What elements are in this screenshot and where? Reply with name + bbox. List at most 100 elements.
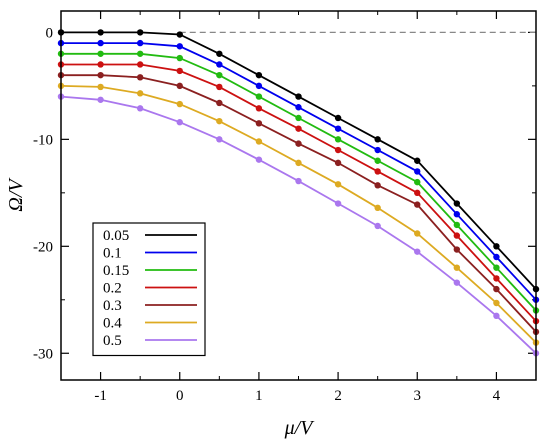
data-point — [453, 279, 461, 286]
data-point — [136, 61, 144, 68]
data-point — [255, 156, 263, 163]
data-point — [493, 253, 500, 261]
plot-frame — [60, 10, 537, 381]
data-point — [414, 201, 421, 208]
data-point — [493, 312, 500, 320]
series-0.15 — [57, 50, 540, 314]
x-tick-label: 1 — [255, 388, 263, 404]
x-tick-label: 0 — [176, 388, 184, 404]
data-point — [374, 146, 381, 154]
x-tick-label: -1 — [94, 388, 107, 404]
data-point — [374, 204, 381, 211]
series-0.3 — [57, 71, 540, 336]
data-point — [295, 177, 302, 185]
data-point — [255, 82, 263, 90]
y-tick-label: -20 — [33, 239, 53, 255]
data-point — [414, 248, 421, 255]
legend-label: 0.5 — [103, 333, 122, 349]
data-point — [334, 181, 342, 188]
legend-box — [92, 222, 206, 357]
data-point — [97, 61, 104, 68]
data-point — [453, 211, 461, 218]
data-point — [255, 120, 263, 127]
legend-label: 0.3 — [103, 298, 122, 314]
data-point — [334, 136, 342, 143]
data-point — [97, 50, 104, 57]
data-point — [334, 114, 342, 122]
data-point — [334, 159, 342, 167]
data-point — [453, 221, 461, 229]
data-point — [334, 200, 342, 207]
data-point — [493, 299, 500, 307]
data-point — [493, 264, 500, 271]
data-point — [176, 100, 183, 108]
x-tick-label: 2 — [334, 388, 342, 404]
data-point — [97, 71, 104, 79]
x-tick-label: 4 — [493, 388, 501, 404]
data-point — [216, 117, 223, 125]
data-point — [374, 136, 381, 143]
data-point — [374, 168, 381, 175]
y-tick-label: -10 — [33, 132, 53, 148]
legend-label: 0.05 — [103, 228, 129, 244]
data-point — [295, 93, 302, 100]
data-point — [176, 67, 183, 75]
y-axis-title: Ω/V — [5, 177, 27, 212]
data-point — [255, 105, 263, 112]
x-axis-ticks: -1 0 1 2 3 4 — [60, 11, 537, 404]
data-point — [97, 83, 104, 91]
data-point — [255, 138, 263, 145]
y-tick-label: -30 — [33, 346, 53, 362]
data-point — [374, 157, 381, 164]
data-point — [493, 243, 500, 250]
data-point — [136, 74, 144, 81]
data-point — [414, 178, 421, 186]
data-point — [414, 230, 421, 237]
data-point — [136, 39, 144, 47]
x-axis-title: μ/V — [284, 417, 316, 439]
data-point — [216, 71, 223, 79]
data-point — [216, 61, 223, 68]
data-point — [295, 104, 302, 111]
data-point — [97, 29, 104, 36]
y-axis-ticks: 0 -10 -20 -30 — [33, 25, 536, 362]
legend-label: 0.15 — [103, 263, 129, 279]
data-point — [295, 114, 302, 122]
data-point — [295, 140, 302, 147]
data-point — [255, 93, 263, 100]
data-point — [176, 43, 183, 50]
data-point — [255, 71, 263, 79]
data-point — [136, 105, 144, 112]
y-tick-label: 0 — [46, 25, 54, 41]
data-point — [176, 31, 183, 38]
legend-label: 0.4 — [103, 316, 122, 332]
data-point — [216, 83, 223, 91]
x-tick-label: 3 — [414, 388, 422, 404]
legend-label: 0.1 — [103, 246, 122, 262]
series-0.05 — [57, 29, 540, 293]
data-point — [97, 39, 104, 47]
data-point — [97, 96, 104, 103]
legend: 0.05 0.10.15 0.20.3 0.40.5 — [92, 222, 206, 357]
data-point — [216, 136, 223, 143]
data-point — [453, 264, 461, 271]
series-0.5 — [57, 93, 540, 357]
data-point — [453, 232, 461, 239]
data-point — [176, 119, 183, 126]
data-point — [216, 50, 223, 57]
data-point — [176, 54, 183, 62]
data-point — [414, 189, 421, 197]
data-point — [136, 90, 144, 97]
data-point — [374, 222, 381, 230]
data-point — [334, 125, 342, 132]
legend-label: 0.2 — [103, 281, 122, 297]
data-point — [414, 168, 421, 175]
data-point — [453, 200, 461, 207]
data-point — [295, 159, 302, 167]
data-point — [176, 82, 183, 90]
data-point — [374, 182, 381, 189]
data-point — [136, 50, 144, 57]
series-0.4 — [57, 82, 540, 346]
data-point — [295, 125, 302, 132]
